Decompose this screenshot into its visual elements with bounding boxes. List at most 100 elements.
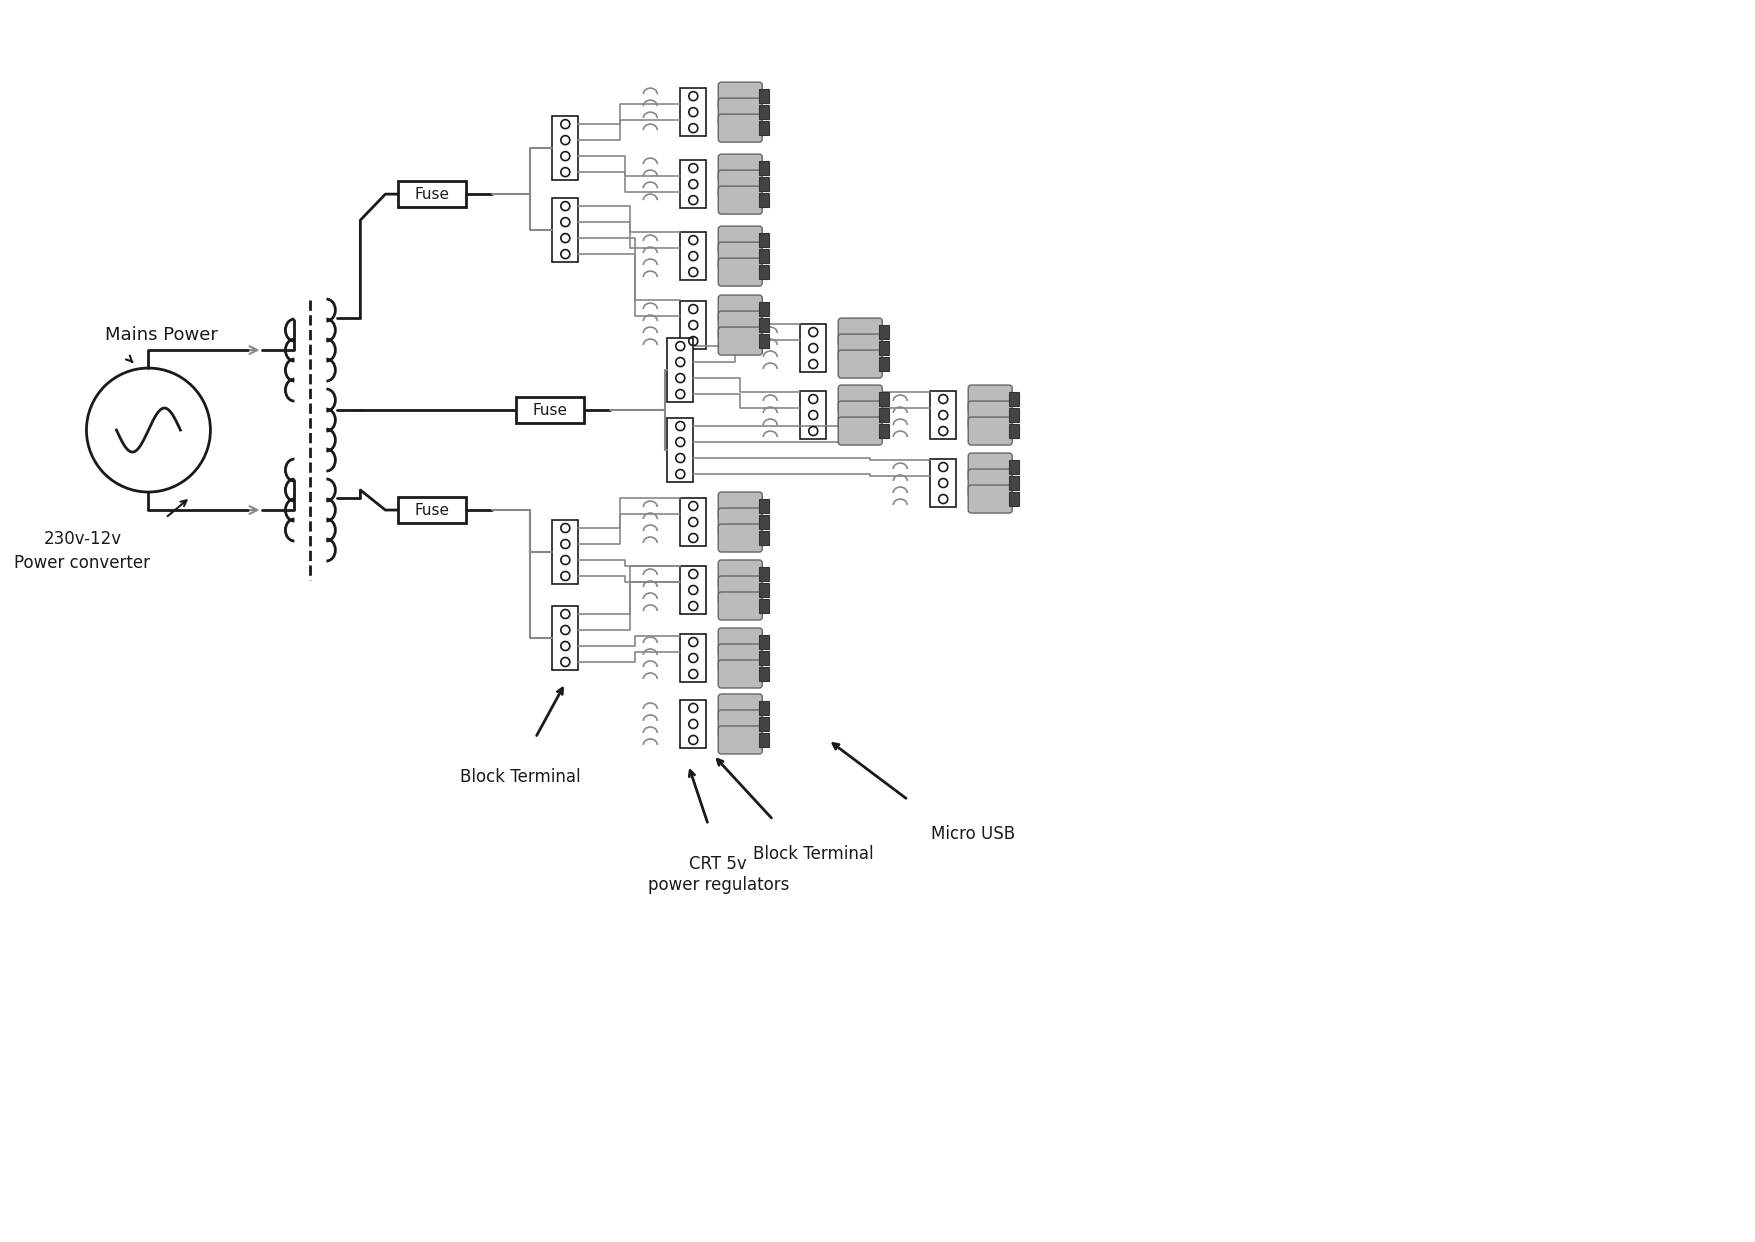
Bar xyxy=(681,88,706,137)
Bar xyxy=(760,651,769,664)
FancyBboxPatch shape xyxy=(718,727,762,754)
Bar xyxy=(667,419,693,482)
FancyBboxPatch shape xyxy=(718,492,762,520)
FancyBboxPatch shape xyxy=(969,385,1013,414)
FancyBboxPatch shape xyxy=(839,334,883,363)
Bar xyxy=(1009,424,1020,438)
FancyBboxPatch shape xyxy=(839,417,883,445)
Bar xyxy=(760,302,769,315)
Bar xyxy=(681,160,706,209)
Bar xyxy=(760,667,769,681)
FancyBboxPatch shape xyxy=(718,628,762,656)
Text: Fuse: Fuse xyxy=(414,503,449,518)
Bar xyxy=(760,499,769,513)
FancyBboxPatch shape xyxy=(718,592,762,620)
FancyBboxPatch shape xyxy=(718,114,762,142)
FancyBboxPatch shape xyxy=(718,242,762,270)
Bar xyxy=(398,181,467,207)
FancyBboxPatch shape xyxy=(718,310,762,339)
Bar xyxy=(760,334,769,348)
Text: 230v-12v
Power converter: 230v-12v Power converter xyxy=(14,530,151,571)
FancyBboxPatch shape xyxy=(718,576,762,604)
Text: Micro USB: Micro USB xyxy=(932,825,1016,843)
Bar xyxy=(760,265,769,279)
Bar xyxy=(681,301,706,349)
Bar xyxy=(760,717,769,732)
Text: CRT 5v
power regulators: CRT 5v power regulators xyxy=(648,854,790,894)
Bar xyxy=(681,566,706,614)
FancyBboxPatch shape xyxy=(718,98,762,127)
Text: Fuse: Fuse xyxy=(414,186,449,201)
FancyBboxPatch shape xyxy=(718,694,762,722)
Bar xyxy=(681,232,706,281)
FancyBboxPatch shape xyxy=(718,170,762,199)
Bar xyxy=(879,342,890,355)
Bar xyxy=(760,515,769,529)
FancyBboxPatch shape xyxy=(718,296,762,323)
Text: Block Terminal: Block Terminal xyxy=(753,845,874,863)
FancyBboxPatch shape xyxy=(969,401,1013,428)
Bar xyxy=(760,89,769,103)
FancyBboxPatch shape xyxy=(718,524,762,551)
FancyBboxPatch shape xyxy=(718,710,762,738)
Bar xyxy=(760,178,769,191)
FancyBboxPatch shape xyxy=(969,417,1013,445)
FancyBboxPatch shape xyxy=(718,327,762,355)
Text: Block Terminal: Block Terminal xyxy=(460,768,581,786)
Bar xyxy=(800,391,827,440)
FancyBboxPatch shape xyxy=(839,385,883,414)
FancyBboxPatch shape xyxy=(718,154,762,183)
Bar xyxy=(879,392,890,406)
Bar xyxy=(879,356,890,371)
Bar xyxy=(1009,409,1020,422)
Bar xyxy=(667,338,693,402)
FancyBboxPatch shape xyxy=(718,82,762,111)
Bar xyxy=(516,397,584,424)
FancyBboxPatch shape xyxy=(718,560,762,587)
Bar xyxy=(760,582,769,597)
Bar xyxy=(1009,492,1020,505)
Bar xyxy=(760,532,769,545)
Bar xyxy=(930,391,956,440)
FancyBboxPatch shape xyxy=(718,186,762,214)
Bar xyxy=(879,409,890,422)
FancyBboxPatch shape xyxy=(718,258,762,286)
FancyBboxPatch shape xyxy=(839,350,883,378)
Bar xyxy=(879,424,890,438)
FancyBboxPatch shape xyxy=(839,401,883,428)
Bar xyxy=(760,568,769,581)
Bar xyxy=(760,318,769,332)
Bar xyxy=(398,497,467,523)
Bar xyxy=(553,117,579,180)
FancyBboxPatch shape xyxy=(969,469,1013,497)
Bar xyxy=(760,106,769,119)
Bar xyxy=(760,122,769,135)
Bar xyxy=(553,199,579,262)
Bar xyxy=(681,700,706,748)
Bar xyxy=(760,635,769,650)
FancyBboxPatch shape xyxy=(839,318,883,347)
Bar xyxy=(553,520,579,584)
Bar xyxy=(1009,460,1020,474)
FancyBboxPatch shape xyxy=(718,645,762,672)
Bar xyxy=(760,193,769,207)
Bar xyxy=(800,324,827,373)
Bar xyxy=(1009,476,1020,491)
FancyBboxPatch shape xyxy=(969,486,1013,513)
Bar xyxy=(879,325,890,339)
FancyBboxPatch shape xyxy=(718,226,762,255)
FancyBboxPatch shape xyxy=(718,508,762,537)
Bar xyxy=(760,161,769,175)
Bar xyxy=(760,599,769,614)
Bar xyxy=(930,460,956,507)
FancyBboxPatch shape xyxy=(969,453,1013,481)
Bar xyxy=(760,250,769,263)
Bar xyxy=(760,700,769,715)
Bar xyxy=(1009,392,1020,406)
Bar xyxy=(760,233,769,247)
FancyBboxPatch shape xyxy=(718,660,762,688)
Bar xyxy=(760,733,769,746)
Text: Fuse: Fuse xyxy=(534,402,569,417)
Bar xyxy=(553,606,579,669)
Bar xyxy=(681,498,706,546)
